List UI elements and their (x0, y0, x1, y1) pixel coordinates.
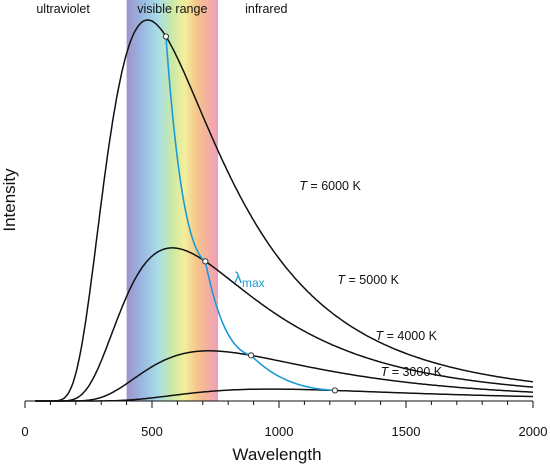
curve-5000k (35, 247, 534, 402)
curve-label-4000k: T = 4000 K (376, 329, 438, 343)
curve-label-value: = 6000 K (307, 179, 362, 193)
labels: ultraviolet visible range infrared T = 6000… (36, 2, 442, 379)
peak-marker (247, 352, 255, 359)
curve-label-symbol: T (299, 179, 308, 193)
curve-label-symbol: T (337, 273, 346, 287)
x-axis-title: Wavelength (232, 445, 321, 464)
lambda-max-subscript: max (242, 276, 265, 290)
curve-label-symbol: T (376, 329, 385, 343)
x-tick-label: 2000 (519, 424, 548, 439)
region-label: visible range (137, 2, 207, 16)
curve-label-symbol: T (381, 365, 390, 379)
lambda-max-line (165, 36, 335, 392)
x-tick-label: 1000 (265, 424, 294, 439)
spectrum-band (126, 0, 219, 401)
x-tick-label: 0 (21, 424, 28, 439)
curve-label-value: = 4000 K (383, 329, 438, 343)
axes: 0 500 1000 1500 2000 (21, 400, 548, 439)
peak-marker (331, 387, 338, 394)
visible-spectrum-band (126, 0, 219, 401)
curves (35, 19, 534, 402)
curve-6000k (35, 19, 534, 402)
region-label: ultraviolet (36, 2, 90, 16)
curve-3000k (35, 388, 533, 402)
curve-label-5000k: T = 5000 K (337, 273, 399, 287)
x-tick-label: 1500 (392, 424, 421, 439)
y-axis-title: Intensity (0, 168, 19, 232)
curve-label-6000k: T = 6000 K (299, 179, 361, 193)
curve-label-value: = 5000 K (345, 273, 400, 287)
peak-marker (202, 258, 209, 265)
x-tick-label: 500 (141, 424, 163, 439)
curve-label-3000k: T = 3000 K (381, 365, 443, 379)
curve-4000k (35, 350, 534, 402)
lambda-max-layer: λmax (162, 33, 338, 394)
peak-marker (162, 33, 170, 40)
region-label: infrared (245, 2, 287, 16)
curve-label-value: = 3000 K (388, 365, 443, 379)
